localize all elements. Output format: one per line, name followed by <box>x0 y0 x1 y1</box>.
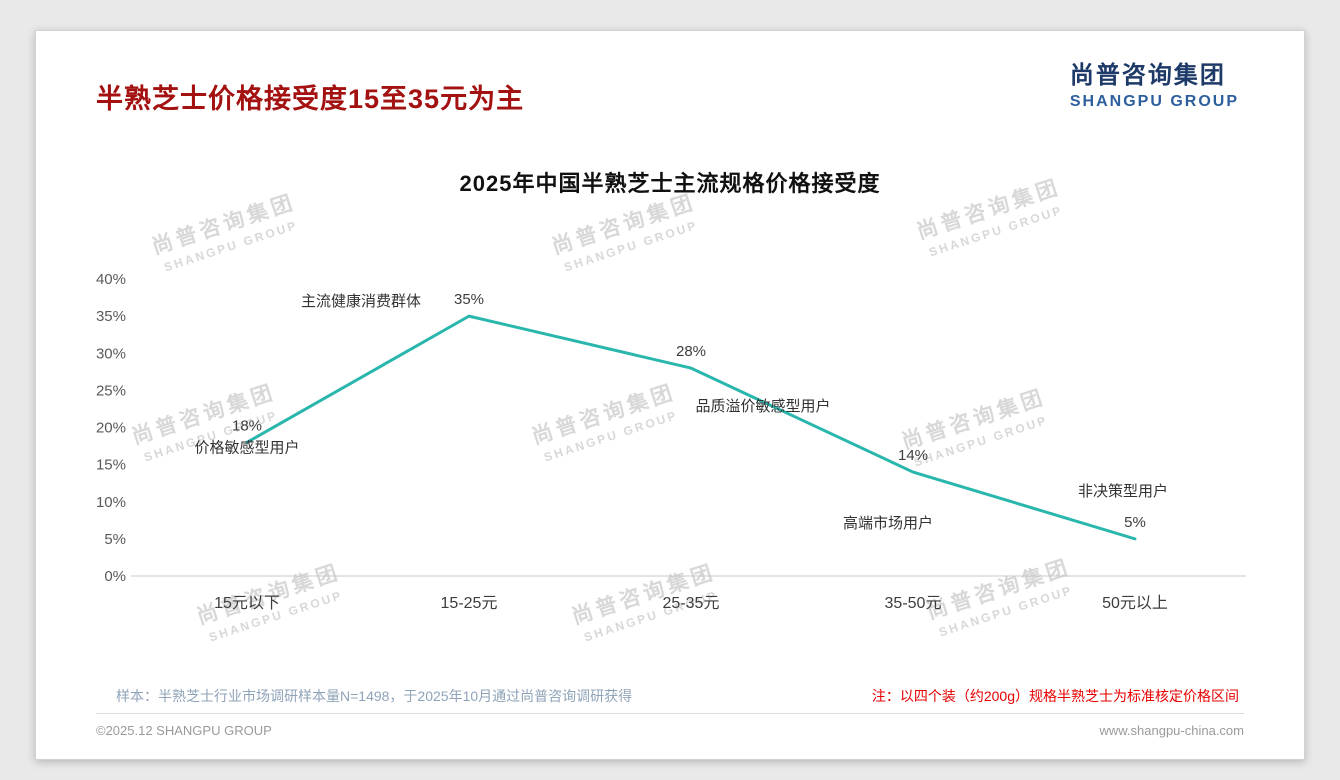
slide: 尚普咨询集团 SHANGPU GROUP 尚普咨询集团 SHANGPU GROUP 尚普… <box>35 30 1305 760</box>
y-axis-tick-label: 0% <box>104 568 126 585</box>
series-annotation: 价格敏感型用户 <box>194 439 299 456</box>
brand-logo: 尚普咨询集团 SHANGPU GROUP <box>1070 55 1239 111</box>
y-axis-tick-label: 5% <box>104 531 126 548</box>
notes-row: 样本：半熟芝士行业市场调研样本量N=1498，于2025年10月通过尚普咨询调研… <box>116 686 1239 706</box>
website-url: www.shangpu-china.com <box>1099 723 1244 738</box>
page-title: 半熟芝士价格接受度15至35元为主 <box>96 84 525 114</box>
brand-name-en: SHANGPU GROUP <box>1069 93 1239 110</box>
data-point-label: 35% <box>454 291 484 308</box>
y-axis-tick-label: 20% <box>96 420 126 437</box>
x-axis-tick-label: 50元以上 <box>1102 594 1168 612</box>
copyright: ©2025.12 SHANGPU GROUP <box>96 723 272 738</box>
brand-name-cn: 尚普咨询集团 <box>1069 62 1226 89</box>
y-axis-tick-label: 15% <box>96 457 126 474</box>
y-axis-tick-label: 10% <box>96 494 126 511</box>
series-annotation: 主流健康消费群体 <box>301 293 421 310</box>
x-axis-tick-label: 15元以下 <box>214 595 280 612</box>
y-axis-tick-label: 25% <box>96 382 126 399</box>
price-note: 注：以四个装（约200g）规格半熟芝士为标准核定价格区间 <box>871 688 1239 704</box>
series-annotation: 高端市场用户 <box>843 515 933 532</box>
series-annotation: 品质溢价敏感型用户 <box>695 398 830 415</box>
y-axis-tick-label: 40% <box>96 271 126 288</box>
sample-note: 样本：半熟芝士行业市场调研样本量N=1498，于2025年10月通过尚普咨询调研… <box>116 688 633 704</box>
chart-title: 2025年中国半熟芝士主流规格价格接受度 <box>459 171 881 196</box>
x-axis-tick-label: 15-25元 <box>441 595 498 612</box>
footer-row: ©2025.12 SHANGPU GROUP www.shangpu-china… <box>96 723 1244 738</box>
data-point-label: 5% <box>1124 514 1146 531</box>
y-axis-tick-label: 35% <box>96 308 126 325</box>
data-point-label: 28% <box>676 343 706 360</box>
series-annotation: 非决策型用户 <box>1078 483 1168 500</box>
x-axis-tick-label: 25-35元 <box>663 595 720 612</box>
footer-divider <box>96 713 1244 714</box>
data-point-label: 14% <box>898 447 928 464</box>
data-line <box>245 314 1137 541</box>
x-axis-tick-label: 35-50元 <box>885 595 942 612</box>
line-chart: 0% 5% 10% 15% 20% 25% 30% 35% 40% 15元以下 15-25元 25-3… <box>86 256 1296 646</box>
data-point-label: 18% <box>232 417 262 434</box>
y-axis-tick-label: 30% <box>96 345 126 362</box>
